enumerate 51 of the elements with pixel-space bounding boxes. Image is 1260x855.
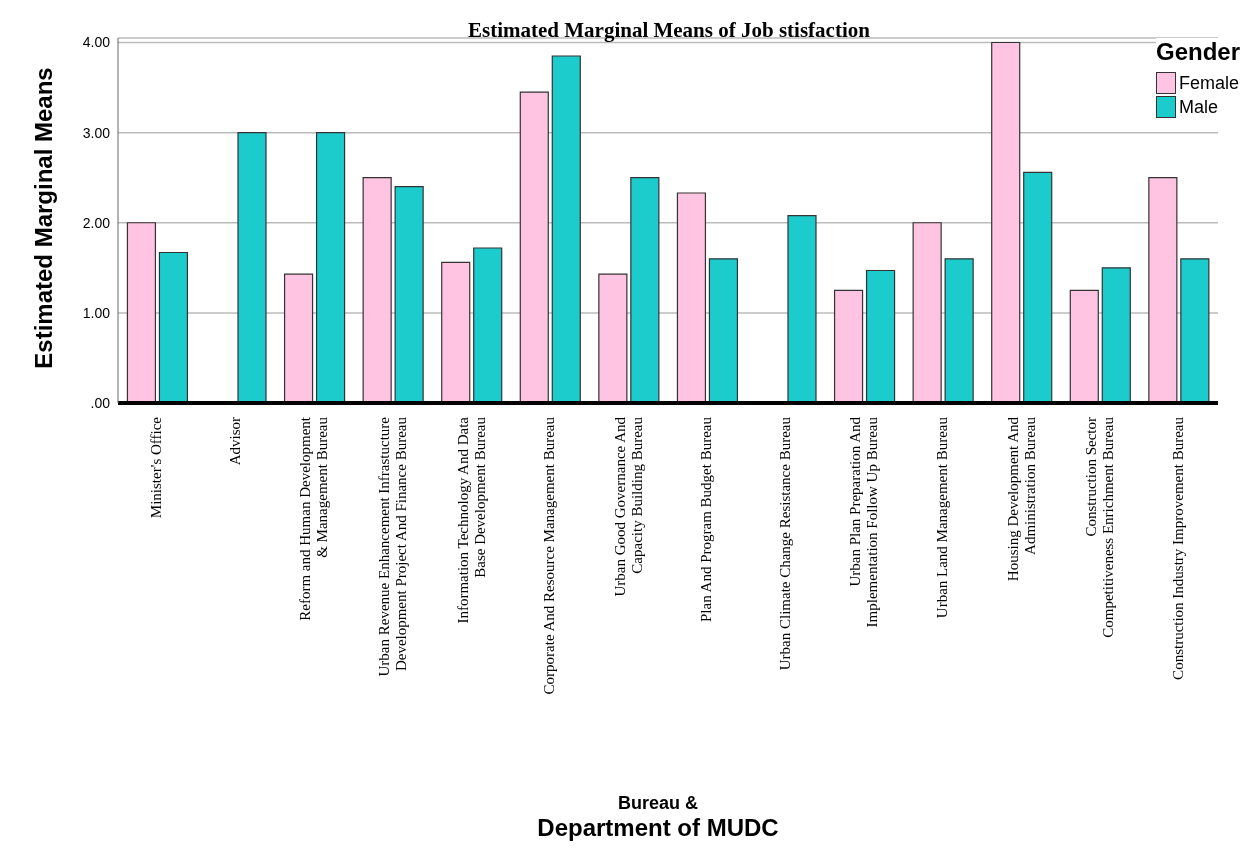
x-tick-label: Housing Development And Administration Bureau — [1004, 416, 1038, 582]
bar — [551, 55, 581, 403]
x-tick-label: Construction Industry Improvement Bureau — [1169, 416, 1186, 680]
bar — [1180, 258, 1210, 403]
x-tick-label: Urban Good Governance And Capacity Building Bureau — [611, 416, 645, 597]
bar — [362, 177, 392, 403]
bar — [676, 192, 707, 403]
bar — [1101, 267, 1131, 403]
bar — [441, 261, 471, 403]
bar — [394, 186, 424, 403]
bar — [991, 41, 1021, 403]
bar — [126, 222, 157, 403]
bar — [519, 91, 549, 403]
x-tick-label: Reform and Human Development & Management Bureau — [297, 416, 331, 621]
y-tick-label: 2.00 — [82, 214, 111, 231]
bar — [708, 258, 739, 403]
bar — [237, 132, 267, 403]
chart-title: Estimated Marginal Means of Job stisfaction — [468, 18, 870, 43]
x-tick-label: Corporate And Resource Management Bureau — [541, 416, 558, 695]
bar — [1023, 171, 1053, 403]
y-tick-label: 4.00 — [82, 34, 111, 51]
x-tick-label: Urban Revenue Enhancement Infrastucture Development Project And Finance Bureau — [376, 416, 409, 677]
x-tick-label: Information Technology And Data Base Development Bureau — [454, 416, 488, 624]
bar — [787, 214, 817, 403]
x-tick-label: Urban Climate Change Resistance Bureau — [776, 416, 793, 671]
x-tick-label: Construction Sector Competitiveness Enrichment Bureau — [1083, 416, 1117, 638]
legend-label: Female — [1177, 72, 1240, 94]
bar — [912, 222, 942, 403]
x-tick-label: Minister's Office — [148, 416, 165, 519]
bar — [158, 251, 189, 403]
bar — [598, 273, 628, 403]
y-axis-title: Estimated Marginal Means — [30, 67, 58, 369]
bar — [473, 247, 503, 403]
y-tick-label: 3.00 — [82, 124, 111, 141]
bar — [865, 269, 896, 403]
y-tick-label: .00 — [90, 394, 111, 411]
bar — [283, 273, 314, 403]
bar — [1148, 177, 1178, 403]
bar — [630, 177, 660, 403]
x-tick-label: Urban Plan Preparation And Implementation Follow Up Bureau — [847, 416, 881, 628]
bar — [944, 258, 974, 403]
y-tick-label: 1.00 — [82, 304, 111, 321]
bar — [833, 289, 864, 403]
x-axis-title: Bureau & Department of MUDC — [536, 793, 780, 842]
bar — [315, 132, 346, 403]
x-tick-label: Advisor — [226, 417, 243, 466]
legend-label: Male — [1177, 96, 1219, 118]
legend-title: Gender — [1155, 38, 1240, 66]
x-tick-label: Urban Land Management Bureau — [934, 416, 950, 619]
bar — [1069, 289, 1099, 403]
x-tick-label: Plan And Program Budget Bureau — [698, 416, 715, 622]
